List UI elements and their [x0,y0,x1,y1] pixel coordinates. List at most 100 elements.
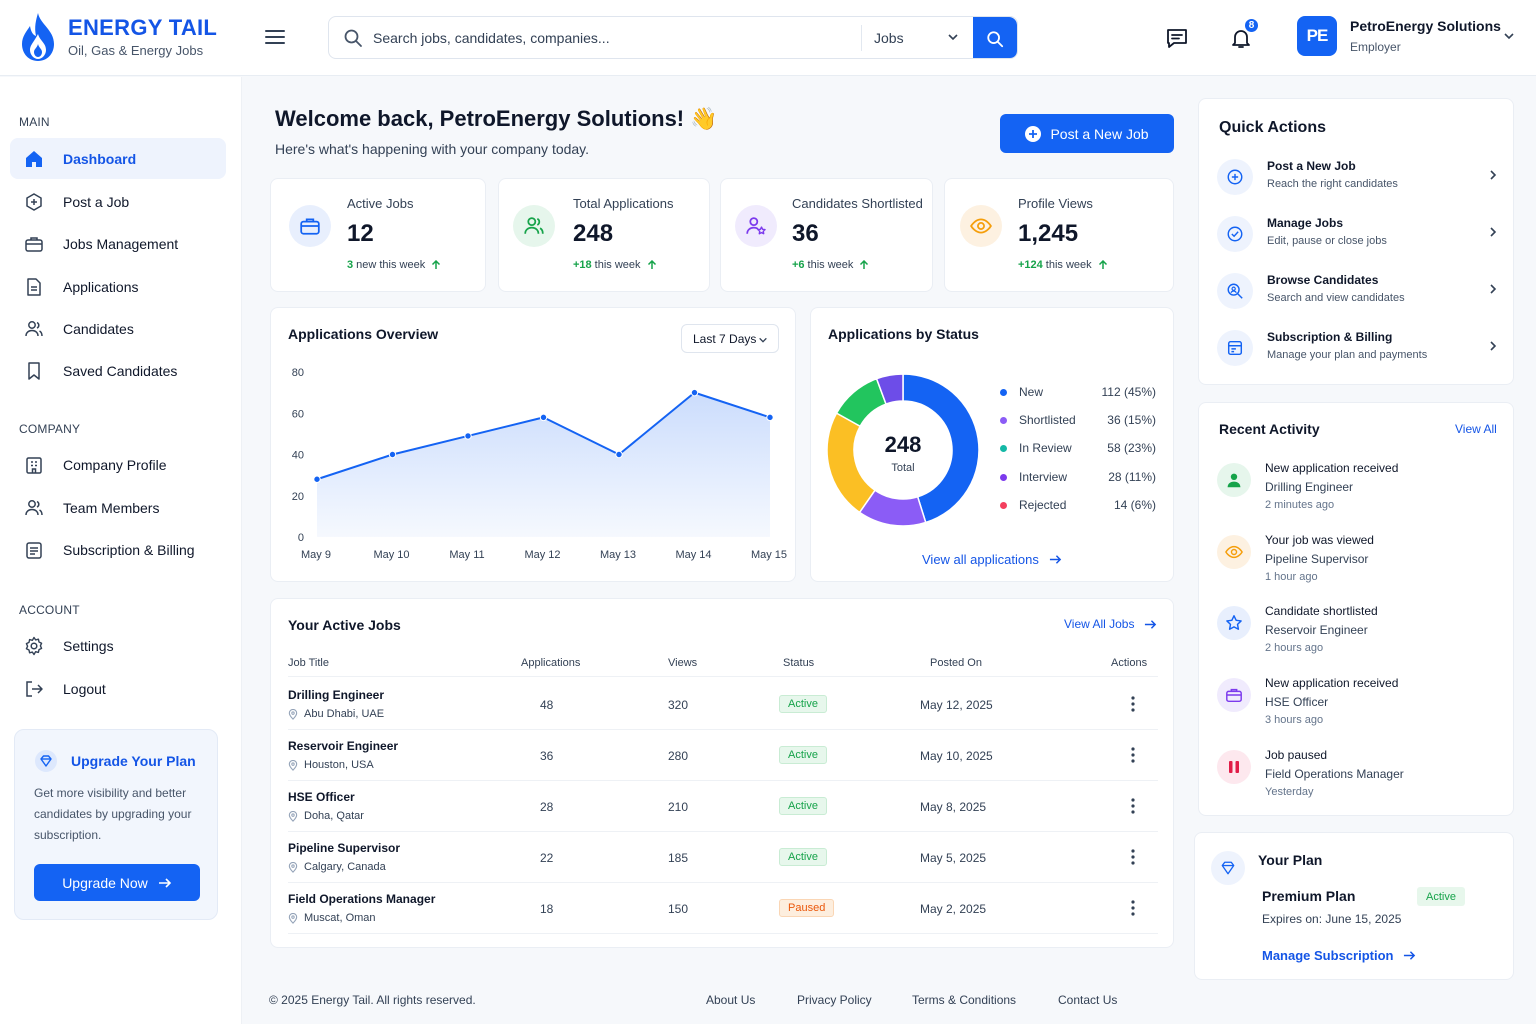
building-icon [26,456,42,474]
company-avatar: PE [1297,16,1337,56]
job-title[interactable]: Field Operations Manager [288,892,436,906]
table-row[interactable]: Pipeline Supervisor Calgary, Canada 22 185 A… [288,832,1158,883]
sidebar-item-applications[interactable]: Applications [10,266,226,307]
recent-activity-title: Recent Activity [1219,421,1320,437]
briefcase-icon [25,236,43,252]
quick-action-post-job[interactable]: Post a New Job Reach the right candidate… [1217,151,1497,201]
stat-change-text: new this week [356,259,426,271]
sidebar-item-label: Dashboard [63,150,137,167]
more-actions-icon[interactable] [1126,746,1140,764]
search-input[interactable] [373,29,843,46]
footer-link-contact[interactable]: Contact Us [1058,993,1118,1007]
sidebar-item-company-profile[interactable]: Company Profile [10,444,226,485]
sidebar-item-post-job[interactable]: Post a Job [10,181,226,222]
top-bar: ENERGY TAIL Oil, Gas & Energy Jobs Jobs … [0,0,1536,76]
more-actions-icon[interactable] [1126,848,1140,866]
data-point[interactable] [690,388,699,397]
footer-link-terms[interactable]: Terms & Conditions [912,993,1017,1007]
footer-link-about[interactable]: About Us [706,993,756,1007]
sidebar-item-settings[interactable]: Settings [10,625,226,666]
arrow-up-icon [432,260,441,269]
sidebar-item-label: Company Profile [63,456,167,473]
quick-action-subscription-billing[interactable]: Subscription & Billing Manage your plan … [1217,322,1497,372]
stat-label: Profile Views [1018,196,1093,211]
legend-dot [1000,501,1007,509]
notification-bell-icon[interactable] [1229,26,1253,50]
arrow-right-icon [158,877,171,888]
more-actions-icon[interactable] [1126,797,1140,815]
x-tick-label: May 13 [600,549,636,561]
data-point[interactable] [766,413,774,422]
footer-link-privacy[interactable]: Privacy Policy [797,993,872,1007]
messages-icon[interactable] [1165,26,1189,50]
table-row[interactable]: HSE Officer Doha, Qatar 28 210 Active May 8, … [288,781,1158,832]
sidebar-item-team-members[interactable]: Team Members [10,487,226,528]
job-posted-date: May 2, 2025 [920,902,987,916]
view-all-jobs-link[interactable]: View All Jobs [1064,617,1157,631]
donut-slice-new[interactable] [902,373,980,524]
sidebar-item-jobs-management[interactable]: Jobs Management [10,223,226,264]
column-header-applications: Applications [521,657,581,669]
data-point[interactable] [388,450,397,459]
job-location: Houston, USA [288,759,374,771]
job-title[interactable]: Pipeline Supervisor [288,841,401,855]
brand-logo[interactable]: ENERGY TAIL Oil, Gas & Energy Jobs [18,12,217,62]
status-chart-title: Applications by Status [828,326,979,342]
location-pin-icon [288,759,298,771]
sidebar-item-dashboard[interactable]: Dashboard [10,138,226,179]
quick-action-manage-jobs[interactable]: Manage Jobs Edit, pause or close jobs [1217,208,1497,258]
brand-title: ENERGY TAIL [68,15,218,40]
data-point[interactable] [313,475,321,483]
manage-subscription-link[interactable]: Manage Subscription [1262,948,1416,963]
sidebar-item-subscription-billing[interactable]: Subscription & Billing [10,529,226,570]
welcome-header: Welcome back, PetroEnergy Solutions! 👋 H… [275,106,718,157]
view-all-applications-link[interactable]: View all applications [922,552,1062,567]
quick-action-subtitle: Manage your plan and payments [1267,349,1428,361]
x-tick-label: May 14 [675,549,711,561]
more-actions-icon[interactable] [1126,695,1140,713]
date-range-select[interactable]: Last 7 Days [681,324,779,353]
welcome-title: Welcome back, PetroEnergy Solutions! 👋 [275,106,718,131]
pause-icon [1217,750,1251,784]
search-button[interactable] [973,17,1017,58]
table-row[interactable]: Field Operations Manager Muscat, Oman 18 15… [288,883,1158,934]
sidebar-item-candidates[interactable]: Candidates [10,308,226,349]
account-name: PetroEnergy Solutions [1350,18,1501,34]
activity-title: Job paused [1265,748,1328,762]
sidebar-section-company: COMPANY [19,422,81,436]
donut-slice-rejected[interactable] [875,373,904,406]
donut-total-value: 248 [884,432,922,457]
sidebar-item-label: Settings [63,637,114,654]
job-posted-date: May 12, 2025 [920,698,993,712]
menu-toggle-icon[interactable] [264,26,286,48]
job-applications-count: 36 [540,749,554,763]
sidebar-item-saved-candidates[interactable]: Saved Candidates [10,350,226,391]
data-point[interactable] [615,450,623,459]
data-point[interactable] [539,413,548,422]
sidebar-item-logout[interactable]: Logout [10,668,226,709]
job-title[interactable]: HSE Officer [288,790,355,804]
recent-activity-card: Recent Activity View All New application… [1198,402,1514,816]
data-point[interactable] [464,432,472,440]
post-new-job-button[interactable]: Post a New Job [1000,114,1174,153]
upgrade-now-button[interactable]: Upgrade Now [34,864,200,901]
billing-icon [26,541,42,559]
recent-activity-view-all-link[interactable]: View All [1455,422,1497,436]
search-category-select[interactable]: Jobs [861,25,973,51]
more-actions-icon[interactable] [1126,899,1140,917]
y-tick-label: 20 [292,491,304,503]
search-user-icon [1217,273,1253,309]
job-title[interactable]: Reservoir Engineer [288,739,399,753]
activity-subtitle: HSE Officer [1265,695,1329,709]
stat-change: +6 this week [792,259,869,271]
legend-label: Shortlisted [1019,413,1076,427]
table-row[interactable]: Drilling Engineer Abu Dhabi, UAE 48 320 Acti… [288,679,1158,730]
user-icon [1217,463,1251,497]
quick-action-browse-candidates[interactable]: Browse Candidates Search and view candid… [1217,265,1497,315]
job-title[interactable]: Drilling Engineer [288,688,385,702]
flame-logo-icon [22,13,54,61]
location-pin-icon [288,912,298,924]
stat-change-value: +124 [1018,259,1043,271]
account-menu[interactable]: PE PetroEnergy Solutions Employer [1297,16,1514,56]
table-row[interactable]: Reservoir Engineer Houston, USA 36 280 Activ… [288,730,1158,781]
